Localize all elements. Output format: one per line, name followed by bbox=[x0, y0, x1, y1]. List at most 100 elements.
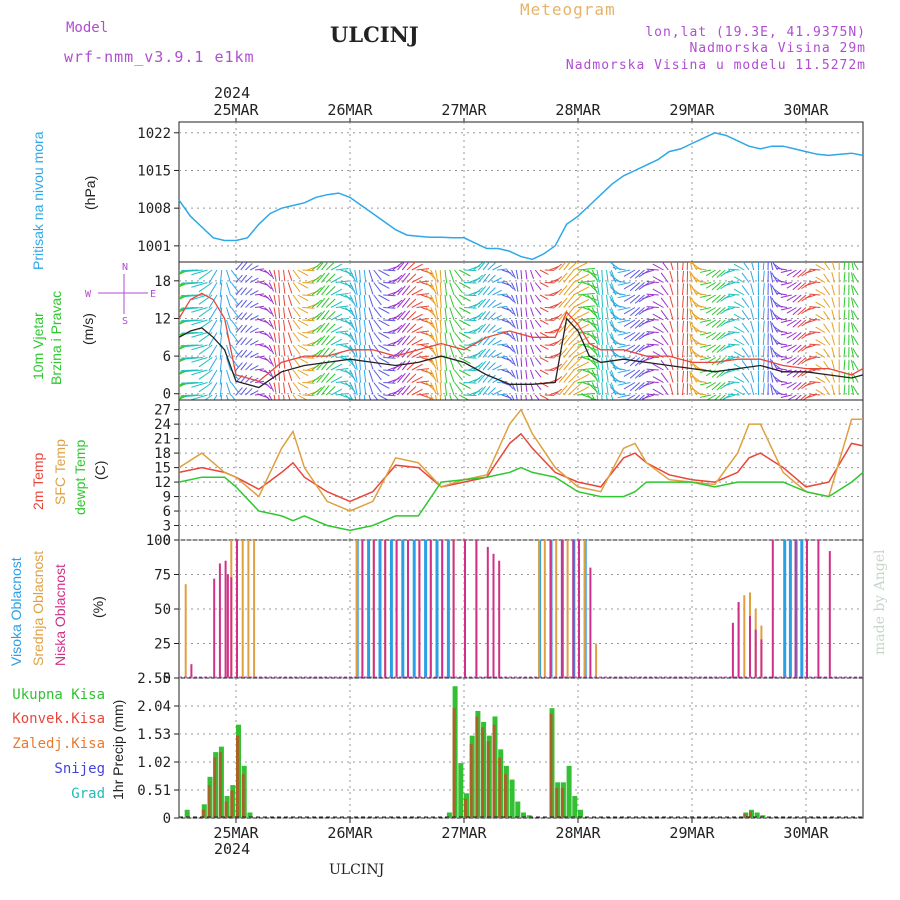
wind-arrow bbox=[316, 272, 326, 283]
y-tick-label: 2.04 bbox=[137, 699, 171, 715]
wind-arrow bbox=[340, 294, 353, 300]
wind-arrow bbox=[235, 274, 243, 283]
wind-arrow bbox=[733, 301, 745, 308]
wind-arrow bbox=[646, 356, 659, 358]
wind-arrow bbox=[316, 262, 325, 271]
wind-arrow bbox=[219, 269, 223, 285]
cloud-bar bbox=[794, 540, 797, 678]
wind-arrow bbox=[278, 294, 281, 306]
wind-arrow bbox=[340, 344, 353, 350]
wind-arrow bbox=[682, 295, 685, 308]
wind-arrow bbox=[292, 382, 301, 393]
wind-arrow bbox=[278, 369, 281, 381]
wind-arrow bbox=[525, 269, 528, 280]
y-tick-label: 6 bbox=[163, 504, 171, 520]
wind-arrow bbox=[245, 325, 253, 333]
wind-arrow bbox=[775, 380, 788, 383]
wind-arrow bbox=[549, 278, 559, 283]
wind-arrow bbox=[245, 388, 253, 396]
lonlat-label: lon,lat (19.3E, 41.9375N) bbox=[645, 25, 866, 40]
wind-arrow bbox=[804, 307, 816, 312]
wind-arrow bbox=[397, 298, 406, 308]
wind-arrow bbox=[230, 294, 239, 305]
date-label-top: 30MAR bbox=[783, 101, 829, 119]
wind-arrow bbox=[786, 269, 797, 277]
wind-arrow bbox=[459, 269, 471, 277]
wind-arrow bbox=[577, 342, 595, 346]
wind-arrow bbox=[617, 307, 631, 311]
wind-arrow bbox=[660, 284, 669, 296]
wind-arrow bbox=[775, 367, 788, 371]
wind-arrow bbox=[617, 294, 631, 299]
cloud-bar bbox=[361, 540, 364, 678]
precip-bar bbox=[452, 708, 456, 818]
wind-arrow bbox=[750, 320, 755, 333]
wind-arrow bbox=[515, 307, 519, 317]
cloud-bar bbox=[184, 584, 187, 678]
wind-arrow bbox=[240, 362, 248, 371]
wind-arrow bbox=[180, 382, 199, 384]
wind-arrow bbox=[525, 344, 528, 355]
wind-arrow bbox=[534, 357, 542, 366]
wind-arrow bbox=[539, 394, 549, 400]
wind-arrow bbox=[601, 319, 604, 333]
wind-arrow bbox=[786, 307, 797, 314]
wind-arrow bbox=[226, 394, 229, 400]
wind-arrow bbox=[780, 282, 792, 286]
wind-arrow bbox=[240, 262, 248, 271]
wind-arrow bbox=[401, 285, 411, 296]
wind-arrow bbox=[477, 373, 487, 383]
wind-arrow bbox=[463, 294, 477, 297]
wind-arrow bbox=[344, 394, 352, 400]
wind-arrow bbox=[198, 294, 213, 305]
wind-arrow bbox=[770, 321, 774, 333]
wind-arrow bbox=[534, 269, 542, 278]
wind-arrow bbox=[669, 370, 674, 383]
wind-arrow bbox=[591, 319, 599, 333]
wind-arrow bbox=[392, 262, 403, 271]
wind-arrow bbox=[506, 394, 513, 400]
wind-arrow bbox=[283, 394, 285, 400]
wind-arrow bbox=[487, 324, 496, 333]
wind-arrow bbox=[809, 381, 821, 383]
wind-arrow bbox=[463, 369, 477, 372]
wind-arrow bbox=[612, 279, 626, 283]
wind-arrow bbox=[185, 382, 203, 385]
wind-arrow bbox=[711, 382, 721, 391]
wind-arrow bbox=[463, 344, 477, 347]
wind-arrow bbox=[660, 309, 669, 321]
wind-arrow bbox=[689, 346, 693, 358]
wind-arrow bbox=[292, 369, 301, 380]
wind-arrow bbox=[185, 332, 203, 335]
precip-bar bbox=[509, 779, 515, 818]
wind-arrow bbox=[378, 369, 390, 377]
wind-arrow bbox=[487, 299, 496, 308]
wind-arrow bbox=[525, 282, 528, 292]
wind-arrow bbox=[762, 283, 765, 296]
wind-arrow bbox=[775, 317, 788, 321]
wind-arrow bbox=[525, 332, 528, 342]
wind-arrow bbox=[646, 393, 659, 396]
wind-arrow bbox=[780, 344, 792, 348]
wind-arrow bbox=[646, 281, 659, 283]
wind-arrow bbox=[809, 393, 821, 396]
wind-arrow bbox=[591, 382, 599, 395]
wind-arrow bbox=[682, 383, 685, 396]
wind-arrow bbox=[577, 355, 595, 358]
wind-arrow bbox=[430, 307, 437, 320]
wind-arrow bbox=[349, 344, 357, 357]
wind-arrow bbox=[727, 356, 740, 358]
wind-arrow bbox=[539, 269, 549, 275]
wind-arrow bbox=[652, 301, 664, 308]
wind-arrow bbox=[268, 382, 275, 392]
wind-arrow bbox=[268, 269, 275, 280]
wind-arrow bbox=[682, 333, 685, 346]
wind-arrow bbox=[378, 344, 390, 352]
y-tick-label: 9 bbox=[163, 490, 171, 506]
wind-speed-line bbox=[178, 317, 864, 389]
wind-arrow bbox=[652, 363, 664, 371]
elevation-model-label: Nadmorska Visina u modelu 11.5272m bbox=[565, 58, 866, 73]
wind-arrow bbox=[506, 269, 514, 277]
wind-arrow bbox=[723, 369, 735, 374]
wind-arrow bbox=[254, 318, 265, 321]
